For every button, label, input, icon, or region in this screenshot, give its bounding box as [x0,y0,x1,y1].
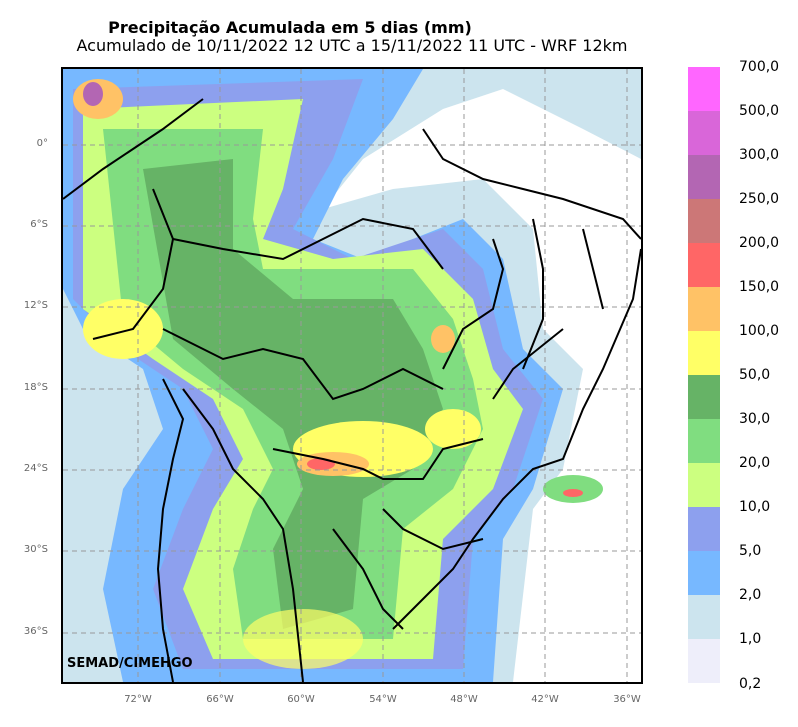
legend-label: 2,0 [739,587,762,603]
legend-swatch [688,463,720,507]
legend-swatch [688,111,720,155]
legend-swatch [688,639,720,683]
map-title: Precipitação Acumulada em 5 dias (mm) [108,18,472,37]
legend-swatch [688,419,720,463]
legend-label: 5,0 [739,543,762,559]
legend-label: 100,0 [739,323,780,339]
map-subtitle: Acumulado de 10/11/2022 12 UTC a 15/11/2… [76,36,628,55]
legend-label: 50,0 [739,367,771,383]
lat-label-18s: 18°S [23,382,48,393]
lon-label-66w: 66°W [206,694,234,705]
legend-label: 30,0 [739,411,771,427]
lat-label-24s: 24°S [23,463,48,474]
legend-swatch [688,243,720,287]
legend-swatch [688,595,720,639]
legend-swatch [688,199,720,243]
legend-swatch [688,155,720,199]
legend-label: 1,0 [739,631,762,647]
precipitation-map [61,67,643,684]
legend-bottom-label: 0,2 [739,676,762,692]
legend-label: 500,0 [739,103,780,119]
lat-label-30s: 30°S [23,544,48,555]
precipitation-field [63,69,641,682]
lat-label-12s: 12°S [23,300,48,311]
credit-label: SEMAD/CIMEHGO [67,656,193,671]
graticule [63,69,641,682]
lat-label-36s: 36°S [23,626,48,637]
lon-label-42w: 42°W [531,694,559,705]
lon-label-60w: 60°W [287,694,315,705]
legend-swatch [688,375,720,419]
lat-label-6s: 6°S [30,219,48,230]
legend-label: 700,0 [739,59,780,75]
legend-swatch [688,551,720,595]
legend-label: 10,0 [739,499,771,515]
legend-label: 20,0 [739,455,771,471]
legend-swatch [688,331,720,375]
legend-swatch [688,287,720,331]
lon-label-36w: 36°W [613,694,641,705]
lat-label-0: 0° [36,138,48,149]
lon-label-54w: 54°W [369,694,397,705]
map-canvas [63,69,641,682]
boundaries [63,98,641,682]
legend-label: 200,0 [739,235,780,251]
legend-swatch [688,507,720,551]
legend-label: 250,0 [739,191,780,207]
lon-label-72w: 72°W [124,694,152,705]
legend-label: 150,0 [739,279,780,295]
legend-label: 300,0 [739,147,780,163]
legend-swatch [688,67,720,111]
lon-label-48w: 48°W [450,694,478,705]
